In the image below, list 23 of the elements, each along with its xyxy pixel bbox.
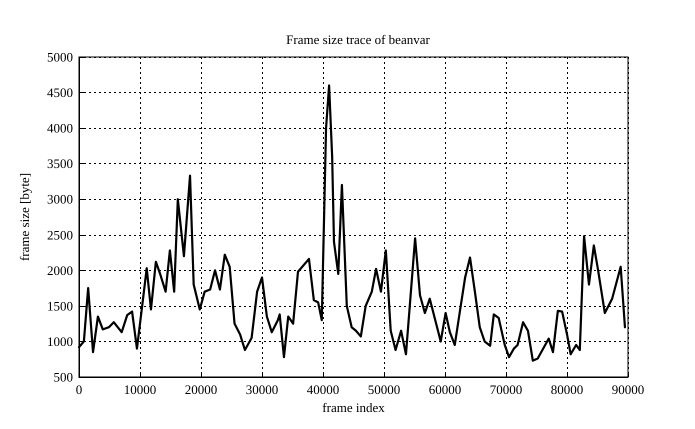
- x-tick-label: 70000: [490, 382, 522, 397]
- y-tick-label: 3000: [47, 192, 73, 207]
- y-tick-label: 500: [54, 370, 73, 384]
- x-tick-label: 20000: [184, 382, 218, 397]
- y-tick-label: 1500: [47, 298, 73, 314]
- x-tick-label: 40000: [306, 382, 340, 397]
- x-tick-label: 0: [76, 382, 82, 397]
- x-tick-label: 50000: [368, 382, 400, 397]
- x-tick-label: 60000: [428, 382, 462, 397]
- y-tick-label: 2500: [47, 227, 73, 242]
- y-tick-label: 4000: [47, 120, 73, 136]
- x-tick-label: 80000: [550, 382, 584, 397]
- y-tick-label: 2000: [47, 262, 73, 278]
- y-tick-label: 1000: [47, 334, 73, 349]
- x-tick-label: 30000: [246, 382, 278, 397]
- y-tick-label: 3500: [47, 156, 73, 172]
- chart-title: Frame size trace of beanvar: [286, 32, 430, 47]
- x-tick-label: 90000: [612, 382, 644, 397]
- y-tick-label: 5000: [47, 50, 73, 64]
- x-tick-label: 10000: [124, 382, 156, 397]
- x-axis-title: frame index: [322, 400, 386, 415]
- y-tick-label: 4500: [47, 85, 73, 100]
- y-axis-title: frame size [byte]: [17, 172, 32, 262]
